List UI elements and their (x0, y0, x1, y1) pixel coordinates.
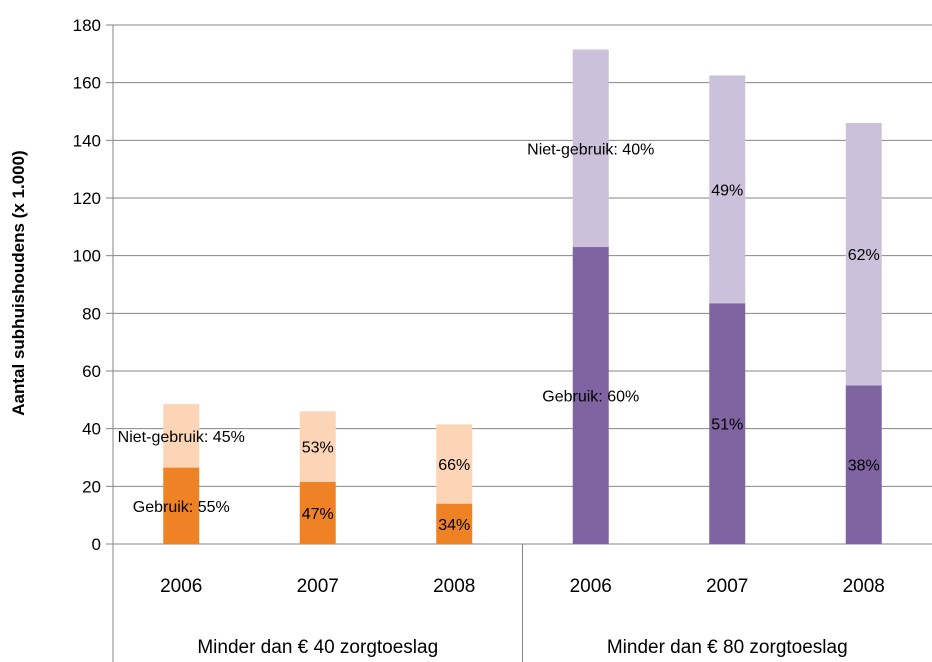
bar-gebruik (299, 482, 336, 544)
group-label: Minder dan € 80 zorgtoeslag (607, 637, 848, 658)
x-tick-label: 2006 (570, 576, 612, 597)
data-label-gebruik: 38% (848, 458, 880, 475)
data-label-gebruik: Gebruik: 55% (133, 499, 230, 516)
y-tick-label: 20 (82, 477, 101, 496)
bars (163, 49, 882, 544)
x-tick-label: 2007 (706, 576, 748, 597)
data-label-niet-gebruik: 49% (711, 182, 743, 199)
y-tick-label: 160 (73, 74, 101, 93)
x-tick-label: 2008 (433, 576, 475, 597)
data-label-niet-gebruik: Niet-gebruik: 40% (527, 141, 654, 158)
data-label-gebruik: 47% (302, 506, 334, 523)
x-tick-label: 2007 (297, 576, 339, 597)
bar-gebruik (572, 247, 609, 544)
y-axis-title: Aantal subhuishoudens (x 1.000) (9, 150, 28, 415)
bar-niet-gebruik (299, 411, 336, 483)
y-tick-label: 180 (73, 16, 101, 35)
data-label-gebruik: 51% (711, 417, 743, 434)
bar-niet-gebruik (709, 75, 746, 304)
y-tick-label: 120 (73, 189, 101, 208)
gridlines (113, 24, 932, 545)
y-tick-label: 0 (92, 535, 101, 554)
y-tick-label: 80 (82, 304, 101, 323)
bar-gebruik (436, 503, 473, 544)
data-label-niet-gebruik: 66% (438, 457, 470, 474)
bar-gebruik (163, 467, 200, 544)
bar-gebruik (845, 385, 882, 544)
x-tick-label: 2008 (843, 576, 885, 597)
bar-niet-gebruik (436, 424, 473, 504)
bar-niet-gebruik (845, 123, 882, 386)
data-label-niet-gebruik: 62% (848, 247, 880, 264)
x-tick-label: 2006 (160, 576, 202, 597)
y-tick-label: 40 (82, 420, 101, 439)
y-tick-label: 100 (73, 247, 101, 266)
data-label-niet-gebruik: Niet-gebruik: 45% (118, 429, 245, 446)
bar-niet-gebruik (572, 49, 609, 248)
group-label: Minder dan € 40 zorgtoeslag (197, 637, 438, 658)
data-label-niet-gebruik: 53% (302, 440, 334, 457)
bar-gebruik (709, 303, 746, 544)
y-tick-label: 60 (82, 362, 101, 381)
data-labels: Gebruik: 55% Niet-gebruik: 45% 47% 53% 34% 66… (118, 141, 880, 534)
data-label-gebruik: 34% (438, 517, 470, 534)
data-label-gebruik: Gebruik: 60% (542, 389, 639, 406)
y-tick-label: 140 (73, 131, 101, 150)
axes: 0 20 40 60 80 100 120 140 160 180 Minder dan € 40 … (73, 16, 932, 662)
bar-niet-gebruik (163, 404, 200, 468)
